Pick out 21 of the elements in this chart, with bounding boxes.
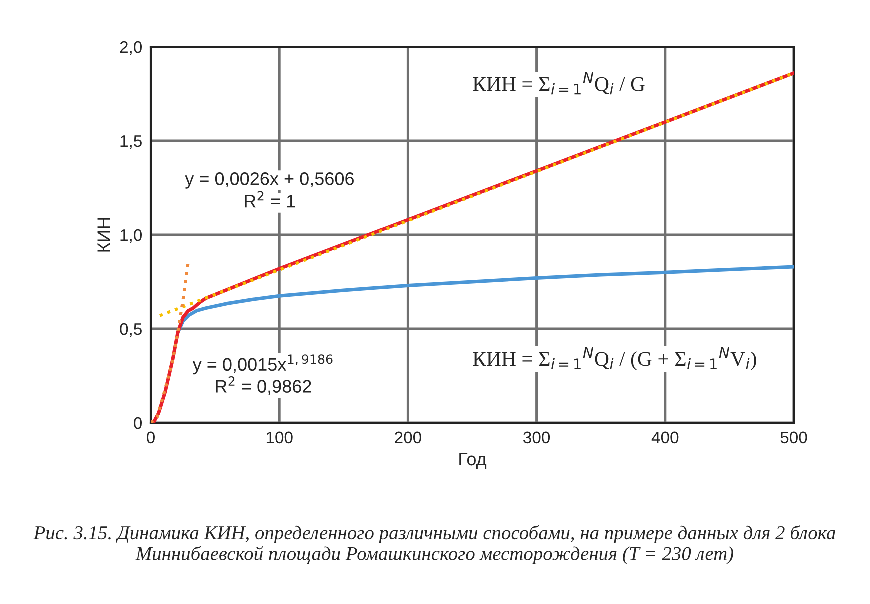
x-tick-label: 500 (780, 432, 808, 444)
y-tick-label: 0,5 (120, 323, 142, 338)
line-series (151, 262, 190, 423)
text: КИН = Σ$_{i=1}$$^{N}$Q$_{i}$ / (G + Σ$_{i=1}$$^{N}$V$_{i}$) (473, 347, 756, 370)
x-tick-label: 100 (266, 432, 293, 444)
y-axis-title: КИН (98, 218, 110, 252)
annotation: R$^{2}$ = 0,9862 (216, 376, 312, 396)
x-tick-label: 0 (147, 432, 155, 444)
y-tick-label: 1,0 (120, 229, 142, 244)
y-tick-label: 2,0 (120, 41, 142, 56)
x-tick-label: 400 (652, 432, 679, 444)
y-tick-label: 1,5 (120, 136, 142, 150)
y-tick-label: 0 (134, 417, 142, 430)
text: Рис. 3.15. Динамика КИН, определенного различными способами, на примере данных для 2 блока Миннибаевской площади Ромашкинского месторождения (T = 230 лет) (34, 525, 836, 564)
x-tick-label: 200 (395, 432, 422, 444)
annotation: y = 0,0015x$^{1,9186}$ (192, 354, 333, 375)
x-tick-label: 300 (524, 432, 550, 444)
annotation: R$^{2}$ = 1 (245, 191, 296, 208)
x-axis-title: Год (460, 453, 487, 470)
annotation: y = 0,0026x + 0,5606 (185, 172, 354, 189)
annotation: КИН = Σ$_{i=1}$$^{N}$Q$_{i}$ / G (473, 72, 645, 95)
